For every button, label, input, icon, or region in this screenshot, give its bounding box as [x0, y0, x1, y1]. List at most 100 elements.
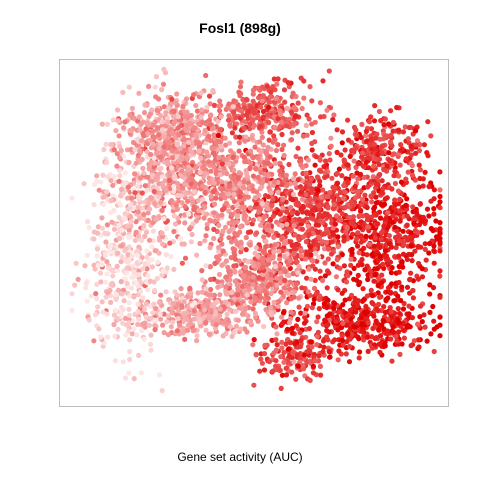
scatter-point [188, 113, 194, 119]
scatter-point [153, 74, 160, 80]
scatter-point [144, 254, 150, 260]
scatter-point [345, 117, 351, 123]
scatter-point [121, 154, 127, 160]
scatter-point [270, 253, 276, 259]
scatter-point [437, 187, 443, 193]
scatter-point [375, 283, 381, 289]
scatter-point [137, 127, 143, 133]
scatter-point [270, 139, 276, 145]
scatter-point [112, 333, 118, 339]
scatter-point [350, 217, 356, 223]
scatter-point [237, 269, 244, 275]
scatter-point [237, 229, 243, 235]
scatter-point [315, 187, 321, 193]
scatter-point [219, 161, 225, 167]
scatter-point [332, 185, 338, 191]
scatter-point [389, 281, 395, 287]
scatter-point [272, 263, 278, 270]
scatter-point [174, 142, 180, 148]
scatter-point [142, 183, 148, 189]
scatter-point [94, 253, 100, 259]
scatter-point [276, 298, 282, 305]
scatter-point [206, 331, 212, 337]
scatter-point [138, 370, 144, 376]
scatter-point [128, 274, 135, 280]
scatter-point [217, 108, 223, 114]
scatter-point [294, 352, 300, 358]
scatter-point [104, 222, 110, 228]
scatter-point [206, 313, 212, 319]
scatter-point [159, 119, 165, 125]
scatter-point [131, 376, 137, 382]
scatter-point [366, 165, 372, 171]
scatter-point [392, 234, 399, 241]
scatter-point [290, 350, 296, 356]
scatter-point [300, 269, 306, 275]
scatter-point [203, 233, 209, 239]
scatter-point [194, 252, 200, 258]
scatter-point [315, 242, 321, 248]
scatter-point [345, 137, 352, 143]
scatter-point [198, 90, 204, 96]
scatter-point [95, 224, 101, 230]
scatter-point [403, 202, 409, 208]
scatter-point [425, 119, 431, 125]
scatter-point [172, 100, 179, 106]
scatter-point [157, 154, 163, 160]
scatter-point [108, 210, 114, 216]
scatter-point [244, 276, 250, 282]
scatter-point [150, 238, 156, 244]
scatter-point [220, 228, 226, 234]
scatter-point [247, 205, 253, 211]
scatter-point [373, 194, 379, 200]
scatter-point [338, 152, 344, 158]
scatter-point [141, 211, 147, 218]
scatter-point [419, 319, 425, 325]
scatter-point [193, 165, 199, 171]
scatter-point [104, 159, 110, 165]
scatter-point [281, 142, 287, 148]
scatter-point [227, 307, 233, 313]
scatter-point [125, 223, 131, 229]
scatter-point [395, 306, 401, 312]
scatter-point [260, 142, 266, 148]
scatter-point [332, 337, 338, 343]
scatter-point [300, 234, 306, 240]
scatter-point [218, 179, 224, 185]
scatter-point [360, 163, 366, 169]
scatter-point [368, 193, 374, 199]
scatter-point [188, 239, 194, 245]
scatter-point [144, 248, 150, 254]
scatter-point [304, 174, 310, 180]
scatter-point [170, 300, 177, 306]
scatter-point [226, 229, 232, 235]
scatter-point [69, 291, 75, 297]
scatter-point [182, 164, 188, 170]
scatter-point [431, 243, 437, 249]
scatter-point [431, 260, 437, 266]
scatter-point [216, 244, 222, 251]
scatter-point [191, 189, 197, 195]
scatter-point [402, 234, 409, 240]
scatter-point [165, 105, 172, 111]
scatter-point [196, 148, 202, 154]
scatter-point [295, 128, 301, 134]
scatter-point [233, 115, 239, 121]
scatter-point [300, 204, 306, 211]
scatter-point [155, 125, 161, 131]
scatter-point [285, 262, 291, 268]
scatter-point [232, 125, 238, 131]
scatter-point [271, 299, 277, 306]
scatter-point [196, 161, 203, 167]
scatter-point [387, 259, 394, 265]
scatter-point [185, 198, 191, 204]
scatter-point [370, 325, 376, 332]
scatter-point [202, 307, 208, 313]
scatter-point [227, 183, 233, 189]
scatter-point [159, 207, 165, 214]
scatter-point [157, 311, 163, 317]
scatter-point [258, 104, 264, 110]
scatter-point [253, 351, 259, 357]
scatter-point [295, 145, 301, 151]
scatter-point [354, 302, 361, 309]
